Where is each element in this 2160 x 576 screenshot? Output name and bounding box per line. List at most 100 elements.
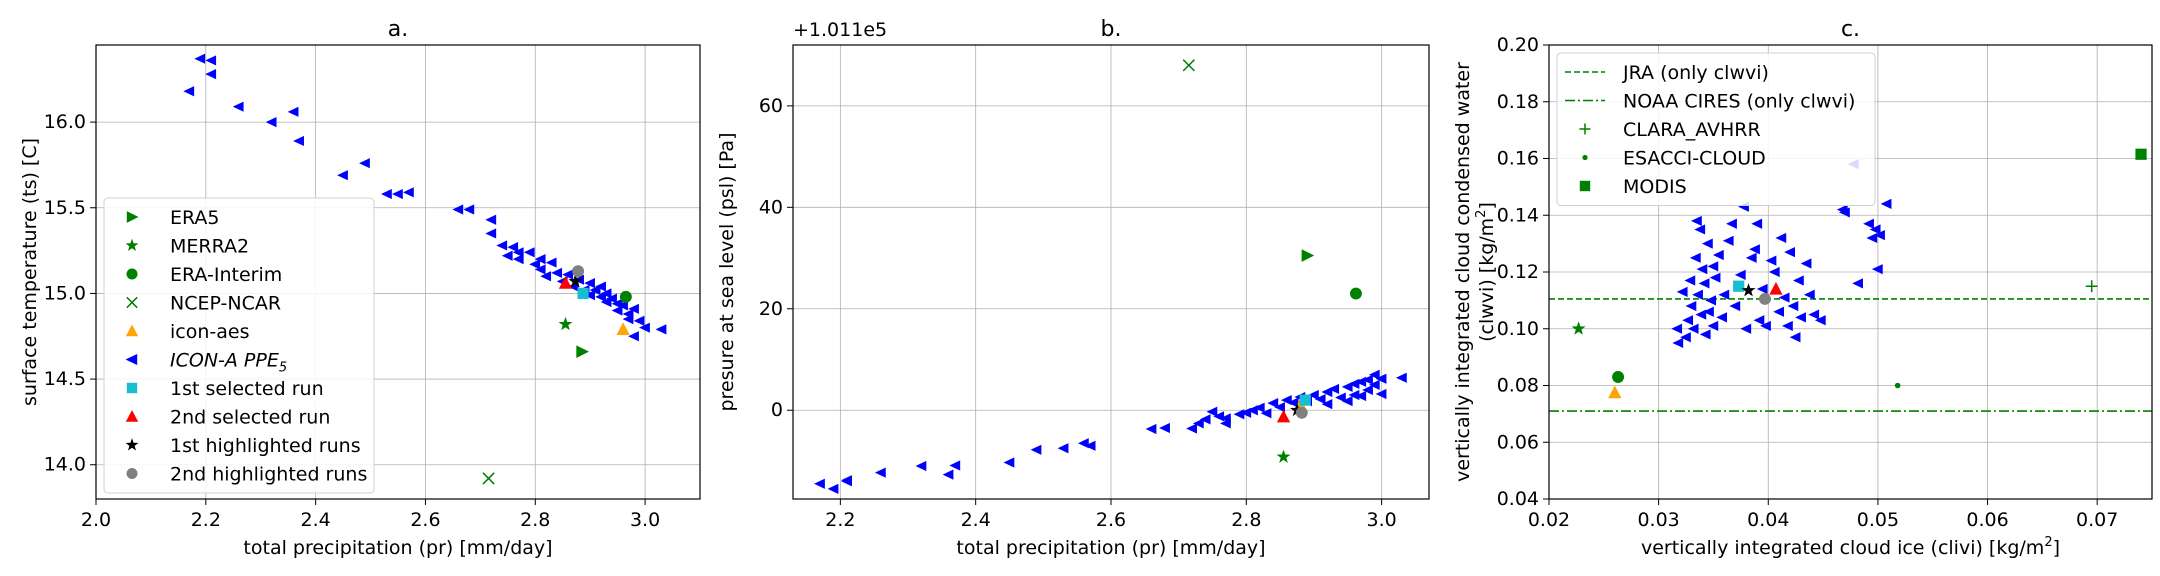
legend-marker-modis xyxy=(1579,180,1591,192)
data-point xyxy=(1839,207,1850,218)
data-point xyxy=(359,158,370,169)
y-tick-label: 0.08 xyxy=(1497,375,1539,397)
panel-title: c. xyxy=(1841,17,1860,42)
data-point xyxy=(1792,275,1804,286)
series-era-interim xyxy=(1349,287,1362,300)
data-point xyxy=(392,188,403,200)
data-point xyxy=(558,276,573,289)
data-point xyxy=(1773,306,1785,317)
x-tick-label: 2.4 xyxy=(961,509,991,531)
x-tick-label: 0.02 xyxy=(1528,509,1570,531)
data-point xyxy=(1692,289,1703,300)
data-point xyxy=(841,475,852,486)
data-point xyxy=(1682,315,1694,326)
data-point xyxy=(1307,389,1319,401)
legend-label: ERA-Interim xyxy=(170,264,282,286)
data-point xyxy=(814,478,825,489)
x-tick-label: 2.8 xyxy=(520,509,550,531)
legend-marker-1st-selected-run xyxy=(126,382,138,394)
x-tick-label: 2.6 xyxy=(1096,509,1126,531)
data-point xyxy=(1778,292,1790,303)
y-axis-label: surface temperature (ts) [C] xyxy=(19,138,41,406)
series-merra2 xyxy=(1571,321,1586,335)
legend-frame xyxy=(103,197,375,494)
series-era-interim xyxy=(619,290,632,303)
data-point xyxy=(1182,59,1195,72)
data-point xyxy=(1341,395,1353,407)
series-icon-a-ppe5 xyxy=(183,53,667,342)
data-point xyxy=(1571,321,1586,335)
data-point xyxy=(1852,278,1863,289)
legend-marker-icon-aes xyxy=(125,324,139,337)
x-tick-label: 2.6 xyxy=(410,509,440,531)
legend-label: JRA (only clwvi) xyxy=(1622,62,1769,84)
data-point xyxy=(1362,374,1373,385)
series-merra2 xyxy=(558,316,573,331)
panel-c: 0.02 0.03 0.04 0.05 0.06 0.07 0.04 0.06 0.08 0.10… xyxy=(1452,17,2153,559)
data-point xyxy=(1301,249,1315,262)
data-point xyxy=(485,228,497,239)
legend-marker-ncep-ncar xyxy=(126,296,138,309)
data-point xyxy=(1349,287,1362,300)
data-point xyxy=(1880,198,1892,209)
data-point xyxy=(1712,249,1724,261)
data-point xyxy=(534,264,546,275)
y-tick-label: 0.04 xyxy=(1497,488,1539,510)
legend-label: 2nd selected run xyxy=(170,407,330,429)
data-point xyxy=(501,250,513,261)
data-point xyxy=(1740,323,1752,334)
y-tick-label: 0.14 xyxy=(1497,204,1539,226)
series-1st-selected-run xyxy=(1299,394,1311,406)
data-point xyxy=(1726,218,1737,229)
data-point xyxy=(1733,280,1745,292)
x-tick-label: 0.07 xyxy=(2076,509,2118,531)
legend-marker-era5 xyxy=(126,211,139,223)
data-point xyxy=(1274,402,1285,413)
data-point xyxy=(1348,389,1360,401)
data-point xyxy=(1707,261,1719,272)
x-tick-label: 2.4 xyxy=(301,509,331,531)
y-tick-label: 0.06 xyxy=(1497,431,1539,453)
data-point xyxy=(1375,373,1387,384)
data-point xyxy=(1808,309,1820,320)
series-1st-selected-run xyxy=(577,287,589,300)
data-point xyxy=(1756,283,1768,295)
data-point xyxy=(1787,300,1799,312)
series-modis xyxy=(2135,148,2147,160)
data-point xyxy=(577,287,589,300)
series-2nd-highlighted-runs xyxy=(1295,406,1308,419)
data-point xyxy=(205,55,217,66)
y-axis-label: presure at sea level (psl) [Pa] xyxy=(716,132,738,411)
data-point xyxy=(655,324,667,335)
data-point xyxy=(1260,408,1272,419)
x-tick-label: 0.06 xyxy=(1966,509,2008,531)
data-point xyxy=(1287,397,1299,408)
data-point xyxy=(639,322,650,333)
x-tick-label: 2.2 xyxy=(825,509,855,531)
data-point xyxy=(1759,293,1771,305)
series-1st-highlighted-runs xyxy=(1741,283,1756,297)
data-point xyxy=(1696,264,1708,275)
data-point xyxy=(1362,384,1373,396)
data-point xyxy=(617,300,628,311)
x-tick-label: 0.03 xyxy=(1637,509,1679,531)
data-point xyxy=(2135,148,2147,160)
data-point xyxy=(1729,300,1741,312)
legend-label: ESACCI-CLOUD xyxy=(1623,148,1766,170)
data-point xyxy=(1192,418,1204,429)
data-point xyxy=(2085,280,2098,293)
data-point xyxy=(1718,289,1730,300)
data-point xyxy=(507,242,519,253)
data-point xyxy=(1705,295,1717,306)
panel-title: b. xyxy=(1101,17,1122,42)
data-point xyxy=(194,53,206,64)
data-point xyxy=(1699,329,1711,340)
data-point xyxy=(1685,300,1697,312)
data-point xyxy=(265,116,277,128)
x-axis-label: total precipitation (pr) [mm/day] xyxy=(243,537,552,559)
data-point xyxy=(1253,402,1265,413)
series-1st-highlighted-runs xyxy=(568,274,583,288)
legend: JRA (only clwvi) NOAA CIRES (only clwvi) C… xyxy=(1556,52,1876,206)
legend-label: MODIS xyxy=(1623,176,1687,198)
data-point xyxy=(545,257,557,268)
